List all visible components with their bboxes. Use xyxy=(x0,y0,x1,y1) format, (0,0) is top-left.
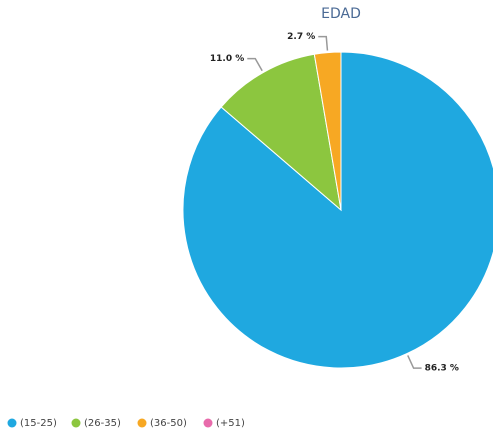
data-label: 86.3 % xyxy=(425,364,459,374)
leader-line xyxy=(247,57,263,72)
legend-label: (15-25) xyxy=(20,418,57,429)
legend-swatch xyxy=(7,418,17,428)
pie-slice xyxy=(182,51,493,369)
chart-title: EDAD xyxy=(321,6,361,22)
data-label: 2.7 % xyxy=(287,32,315,42)
legend-swatch xyxy=(71,418,81,428)
data-label: 11.0 % xyxy=(210,54,244,64)
legend-swatch xyxy=(203,418,213,428)
legend-label: (36-50) xyxy=(150,418,187,429)
leader-line xyxy=(407,355,422,369)
leader-line xyxy=(318,35,329,51)
legend-label: (+51) xyxy=(216,418,245,429)
legend-swatch xyxy=(137,418,147,428)
pie-slice xyxy=(313,51,342,211)
pie-slice xyxy=(220,53,342,212)
legend-label: (26-35) xyxy=(84,418,121,429)
